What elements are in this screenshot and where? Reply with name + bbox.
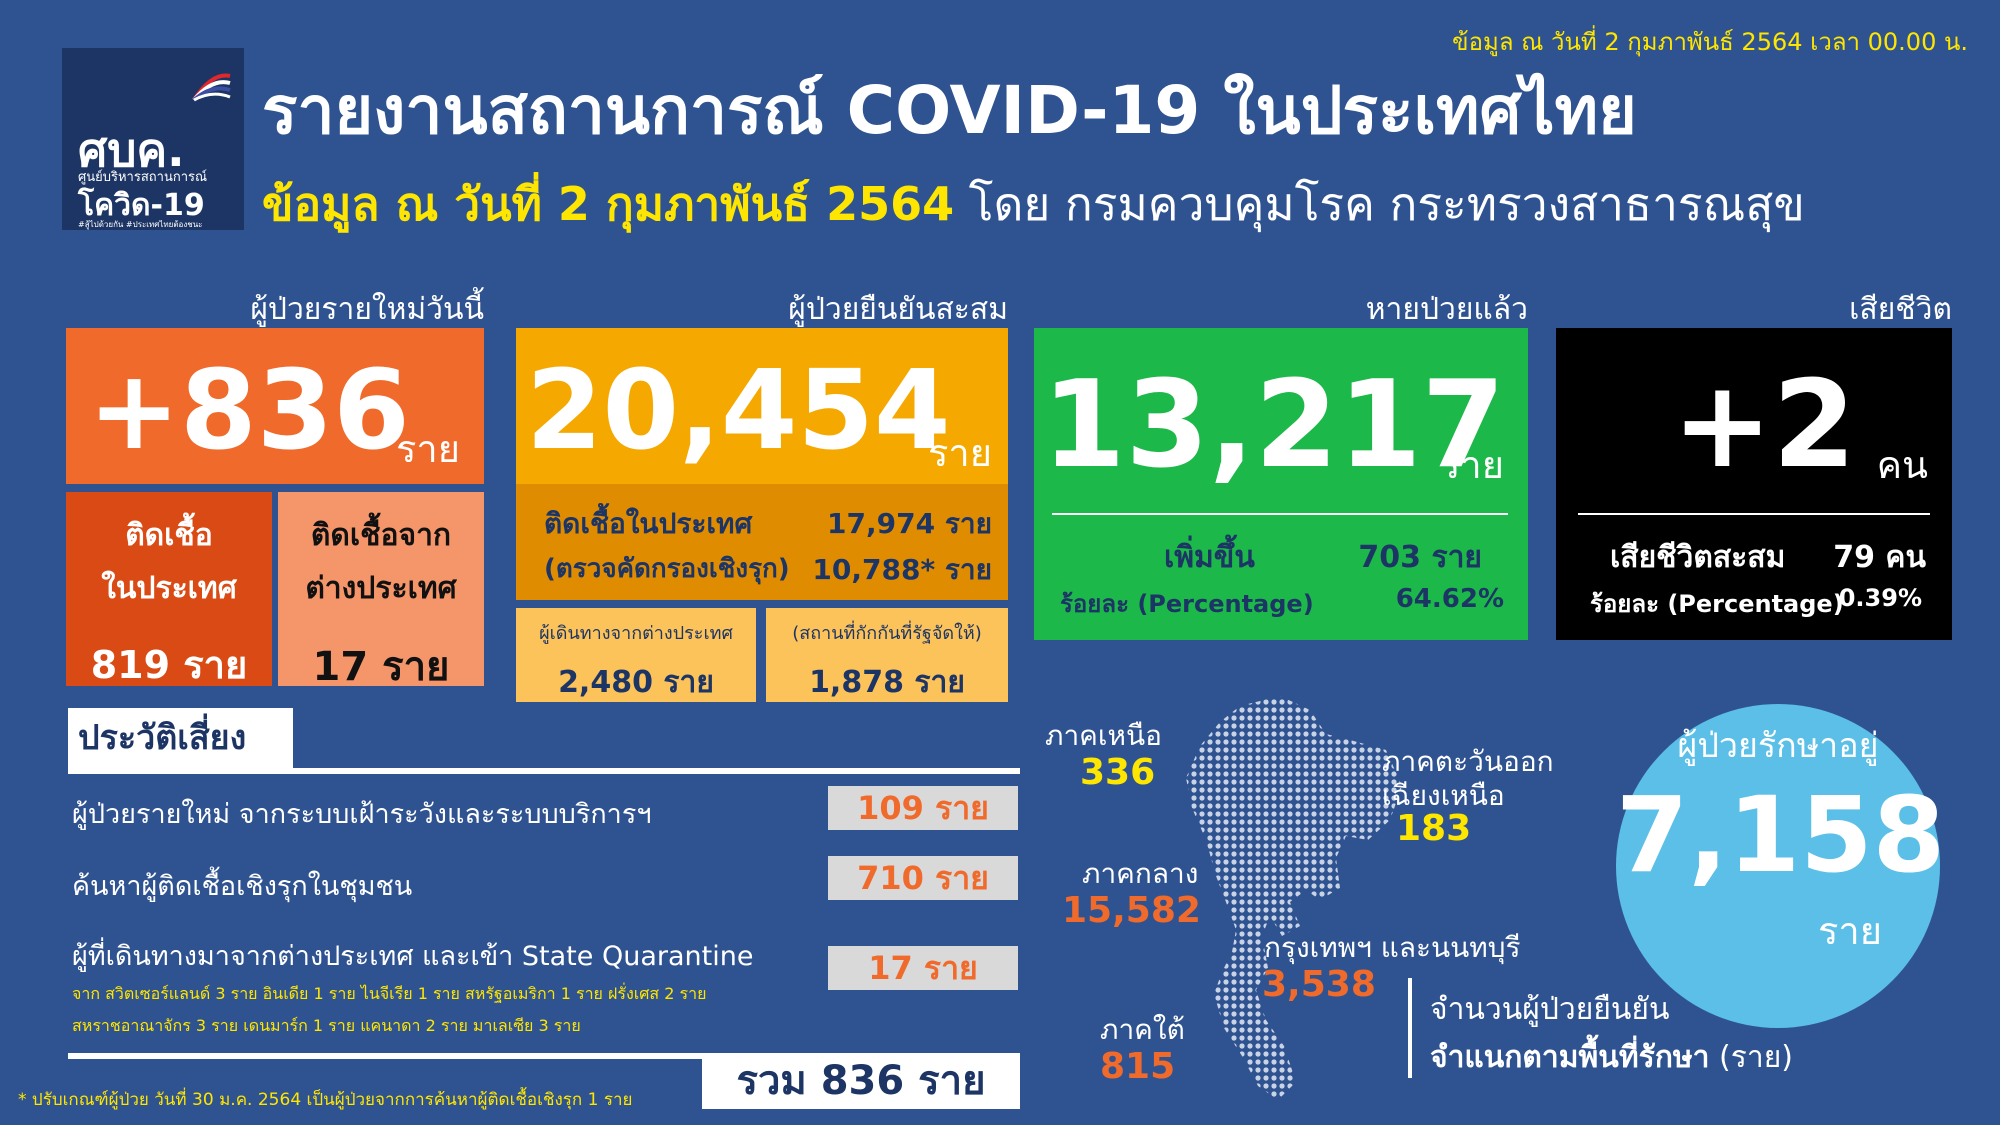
new-cases-label: ผู้ป่วยรายใหม่วันนี้ <box>250 292 484 327</box>
region-northeast-name-2: เฉียงเหนือ <box>1382 779 1505 812</box>
recovered-increase-label: เพิ่มขึ้น <box>1164 540 1255 575</box>
map-caption-unit: (ราย) <box>1709 1040 1793 1075</box>
region-south-value: 815 <box>1100 1046 1176 1087</box>
domestic-label-1: ติดเชื้อ <box>125 518 213 553</box>
region-bangkok-value: 3,538 <box>1262 964 1376 1005</box>
new-cases-card: +836 ราย <box>66 328 484 484</box>
quarantine-card: (สถานที่กักกันที่รัฐจัดให้) 1,878 ราย <box>766 608 1008 702</box>
recovered-percent-value: 64.62% <box>1395 584 1504 614</box>
total-rule <box>68 1053 1020 1059</box>
thailand-map-icon <box>1186 696 1402 1100</box>
page-title: รายงานสถานการณ์ COVID-19 ในประเทศไทย <box>262 72 1637 149</box>
domestic-label-2: ในประเทศ <box>101 571 237 606</box>
recovered-divider <box>1052 513 1508 515</box>
risk-row-community-label: ค้นหาผู้ติดเชื้อเชิงรุกในชุมชน <box>72 871 413 902</box>
deaths-divider <box>1578 513 1930 515</box>
recovered-value: 13,217 <box>1042 356 1506 495</box>
cumulative-detail-card: ติดเชื้อในประเทศ 17,974 ราย (ตรวจคัดกรอง… <box>516 484 1008 600</box>
recovered-card: 13,217 ราย เพิ่มขึ้น 703 ราย ร้อยละ (Per… <box>1034 328 1528 640</box>
new-cases-value: +836 <box>88 346 410 474</box>
map-caption-line-2: จำแนกตามพื้นที่รักษา (ราย) <box>1430 1034 1793 1081</box>
footnote: * ปรับเกณฑ์ผู้ป่วย วันที่ 30 ม.ค. 2564 เ… <box>18 1090 633 1110</box>
travelers-card: ผู้เดินทางจากต่างประเทศ 2,480 ราย <box>516 608 756 702</box>
domestic-card: ติดเชื้อ ในประเทศ 819 ราย <box>66 492 272 687</box>
deaths-unit: คน <box>1876 443 1928 487</box>
deaths-percent-label: ร้อยละ (Percentage) <box>1590 590 1844 618</box>
recovered-increase-value: 703 ราย <box>1358 540 1482 575</box>
risk-row-quarantine-label: ผู้ที่เดินทางมาจากต่างประเทศ และเข้า Sta… <box>72 941 754 972</box>
recovered-label: หายป่วยแล้ว <box>1365 292 1528 327</box>
map-caption-line-1: จำนวนผู้ป่วยยืนยัน <box>1430 992 1670 1027</box>
deaths-percent-value: 0.39% <box>1838 584 1922 612</box>
region-north-value: 336 <box>1080 752 1156 793</box>
risk-row-surveillance-label: ผู้ป่วยรายใหม่ จากระบบเฝ้าระวังและระบบบร… <box>72 799 652 830</box>
recovered-percent-label: ร้อยละ (Percentage) <box>1060 590 1314 618</box>
logo-covid: โควิด-19 <box>78 188 205 223</box>
travelers-value: 2,480 ราย <box>558 665 714 700</box>
risk-total: รวม 836 ราย <box>702 1053 1020 1109</box>
deaths-card: +2 คน เสียชีวิตสะสม 79 คน ร้อยละ (Percen… <box>1556 328 1952 640</box>
cumulative-card: 20,454 ราย <box>516 328 1008 484</box>
page-subtitle: ข้อมูล ณ วันที่ 2 กุมภาพันธ์ 2564 โดย กร… <box>262 168 1805 241</box>
risk-history-title: ประวัติเสี่ยง <box>68 708 293 768</box>
region-north-name: ภาคเหนือ <box>1045 719 1162 752</box>
logo-fullname: ศูนย์บริหารสถานการณ์ <box>78 170 208 185</box>
in-treatment-label: ผู้ป่วยรักษาอยู่ <box>1677 726 1879 766</box>
update-timestamp: ข้อมูล ณ วันที่ 2 กุมภาพันธ์ 2564 เวลา 0… <box>1452 28 1968 56</box>
cumulative-active-label: (ตรวจคัดกรองเชิงรุก) <box>544 554 790 584</box>
in-treatment-value: 7,158 <box>1616 774 1945 896</box>
deaths-value: +2 <box>1672 356 1857 495</box>
imported-label-2: ต่างประเทศ <box>305 571 457 606</box>
in-treatment-unit: ราย <box>1817 909 1882 953</box>
region-central-value: 15,582 <box>1062 890 1201 931</box>
new-cases-unit: ราย <box>395 427 460 471</box>
cumulative-unit: ราย <box>927 431 992 475</box>
risk-note-line-1: จาก สวิตเซอร์แลนด์ 3 ราย อินเดีย 1 ราย ไ… <box>72 984 707 1003</box>
map-caption-bold: จำแนกตามพื้นที่รักษา <box>1430 1040 1710 1075</box>
cumulative-label: ผู้ป่วยยืนยันสะสม <box>788 292 1008 327</box>
imported-card: ติดเชื้อจาก ต่างประเทศ 17 ราย <box>278 492 484 690</box>
cca-logo: ศบค. ศูนย์บริหารสถานการณ์ โควิด-19 #สู้ไ… <box>62 48 244 230</box>
imported-label-1: ติดเชื้อจาก <box>310 518 452 553</box>
subtitle-source: โดย กรมควบคุมโรค กระทรวงสาธารณสุข <box>954 177 1805 231</box>
region-northeast-name-1: ภาคตะวันออก <box>1382 745 1554 778</box>
region-south-name: ภาคใต้ <box>1100 1013 1185 1046</box>
deaths-cumulative-value: 79 คน <box>1833 540 1926 575</box>
risk-history-rule <box>68 768 1020 774</box>
cumulative-active-value: 10,788* ราย <box>812 553 992 586</box>
recovered-unit: ราย <box>1439 443 1504 487</box>
logo-hashtags: #สู้ไปด้วยกัน #ประเทศไทยต้องชนะ <box>78 220 203 229</box>
domestic-value: 819 ราย <box>90 643 248 687</box>
cumulative-value: 20,454 <box>526 346 951 474</box>
thai-flag-icon <box>192 73 231 102</box>
logo-acronym: ศบค. <box>78 123 185 177</box>
region-northeast-value: 183 <box>1396 808 1472 849</box>
risk-row-quarantine-value: 17 ราย <box>828 946 1018 990</box>
travelers-label: ผู้เดินทางจากต่างประเทศ <box>539 623 733 644</box>
region-central-name: ภาคกลาง <box>1082 857 1199 890</box>
imported-value: 17 ราย <box>312 644 450 690</box>
quarantine-value: 1,878 ราย <box>809 665 965 700</box>
quarantine-label: (สถานที่กักกันที่รัฐจัดให้) <box>792 623 982 644</box>
cumulative-domestic-value: 17,974 ราย <box>827 507 992 540</box>
region-bangkok-name: กรุงเทพฯ และนนทบุรี <box>1264 931 1521 964</box>
risk-note-line-2: สหราชอาณาจักร 3 ราย เดนมาร์ก 1 ราย แคนาด… <box>72 1016 581 1035</box>
map-caption-bar <box>1408 978 1412 1078</box>
cumulative-domestic-label: ติดเชื้อในประเทศ <box>544 507 753 540</box>
in-treatment-circle: ผู้ป่วยรักษาอยู่ 7,158 ราย <box>1616 704 1945 1028</box>
deaths-cumulative-label: เสียชีวิตสะสม <box>1610 540 1786 575</box>
risk-row-surveillance-value: 109 ราย <box>828 786 1018 830</box>
risk-row-community-value: 710 ราย <box>828 856 1018 900</box>
subtitle-date: ข้อมูล ณ วันที่ 2 กุมภาพันธ์ 2564 <box>262 177 955 231</box>
deaths-label: เสียชีวิต <box>1849 292 1952 327</box>
